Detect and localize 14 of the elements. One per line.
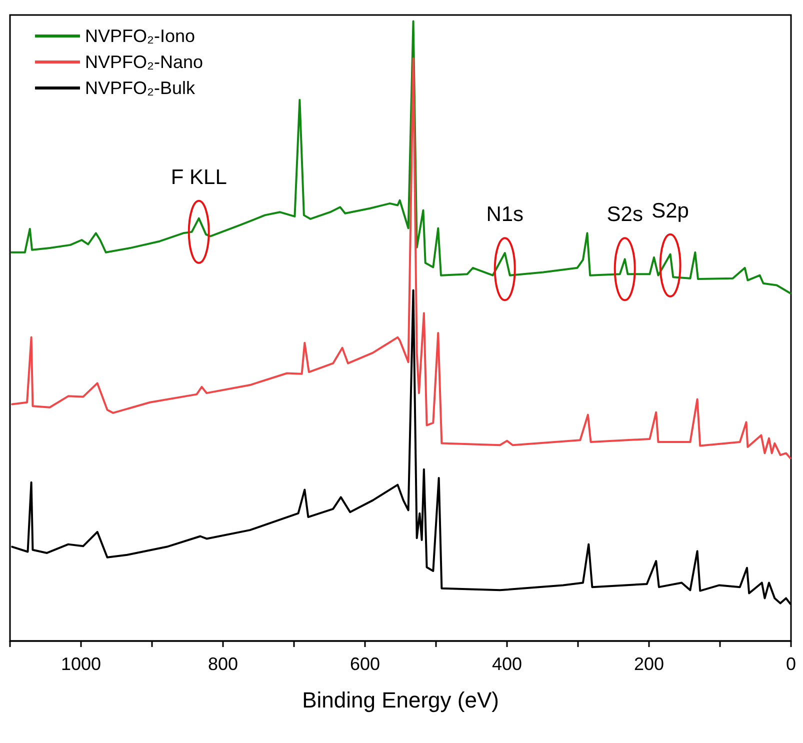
x-tick-label: 400 xyxy=(492,654,522,674)
annotation: S2p xyxy=(652,199,689,222)
legend-label: NVPFO₂-Bulk xyxy=(85,78,196,98)
annotation: N1s xyxy=(486,203,524,226)
x-tick-label: 200 xyxy=(634,654,664,674)
x-tick-label: 600 xyxy=(350,654,380,674)
annotation: S2s xyxy=(606,203,643,226)
x-tick-label: 800 xyxy=(208,654,238,674)
x-tick-label: 1000 xyxy=(60,654,102,674)
annotation: F KLL xyxy=(170,166,227,189)
x-axis-title: Binding Energy (eV) xyxy=(302,688,499,712)
legend-label: NVPFO₂-Iono xyxy=(85,26,196,46)
x-tick-label: 0 xyxy=(786,654,796,674)
legend-label: NVPFO₂-Nano xyxy=(85,52,204,72)
